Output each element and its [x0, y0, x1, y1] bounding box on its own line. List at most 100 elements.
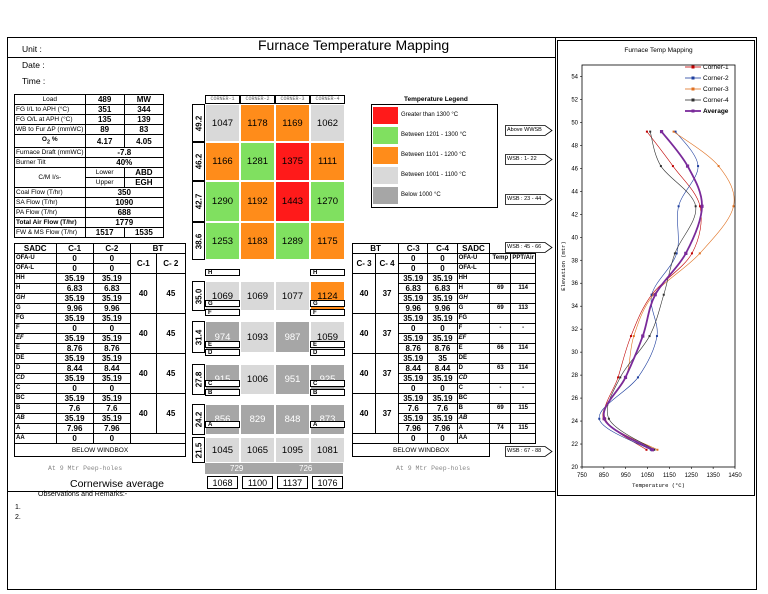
sadc-c2: 35.19: [92, 313, 131, 324]
sadc-name: EF: [456, 333, 491, 344]
sadc-c3: 35.19: [398, 353, 429, 364]
corner-header-2: CORNER-2: [240, 95, 275, 104]
peep-value-2: 726: [299, 464, 313, 473]
coal-value: 350: [84, 187, 165, 199]
elevation-label: 24.2: [192, 404, 205, 435]
sadc-c2: 35.19: [92, 413, 131, 424]
sadc-c2: 9.96: [92, 303, 131, 314]
ppt-extra: PPT/Air: [510, 253, 536, 264]
sadc-c3: 35.19: [398, 313, 429, 324]
sadc-c3: 0: [398, 323, 429, 334]
chart-title: Furnace Temp Mapping: [624, 47, 693, 54]
sadc-c3: 7.96: [398, 423, 429, 434]
sadc-header: SADC: [14, 243, 57, 254]
bt-value: 45: [155, 313, 187, 354]
sadc-c1: 0: [55, 253, 94, 264]
y-tick-label: 34: [571, 304, 578, 310]
series-point: [617, 376, 620, 379]
sadc-name: E: [14, 343, 57, 354]
ppt-extra: -: [510, 323, 536, 334]
cm-lower-value: ABD: [123, 167, 165, 179]
tilt-value: 40%: [84, 157, 165, 169]
ppt-extra: 113: [510, 303, 536, 314]
wsb-arrow-label: WSB : 23 - 44: [507, 196, 542, 202]
temp-cell: 987: [275, 321, 310, 353]
legend-item: Greater than 1300 °C: [373, 107, 493, 124]
air-value: 1779: [84, 217, 165, 229]
level-label-left: D: [205, 349, 240, 356]
chart-divider: [555, 37, 556, 590]
x-tick-label: 1150: [663, 473, 677, 479]
series-point: [694, 205, 697, 208]
wsb-arrow: WSB : 67 - 88: [505, 446, 553, 457]
ppt-extra: [510, 263, 536, 274]
sadc-c2: 8.76: [92, 343, 131, 354]
temp-cell: 1183: [240, 222, 275, 260]
parameters-table: Load 489 MW FG I/L to APH (°C) 351 344 FG O/…: [14, 94, 165, 239]
arrow-spacer: [490, 244, 511, 254]
legend-item: Between 1001 - 1100 °C: [373, 167, 493, 184]
pa-label: PA Flow (T/hr): [14, 207, 86, 219]
sadc-c4: 9.96: [427, 303, 458, 314]
legend-label: Corner-2: [703, 75, 729, 82]
sadc-name: G: [456, 303, 491, 314]
sadc-c4: 35.19: [427, 313, 458, 324]
sadc-name: AA: [456, 433, 491, 444]
chart-frame: [557, 40, 755, 496]
elevation-text: 35.0: [194, 288, 204, 304]
sadc-name: EF: [14, 333, 57, 344]
sadc-header: C-4: [427, 243, 458, 254]
corner-header-4: CORNER-4: [310, 95, 345, 104]
series-point: [732, 205, 735, 208]
sadc-name: A: [14, 423, 57, 434]
legend-item: Between 1101 - 1200 °C: [373, 147, 493, 164]
sadc-c2: 35.19: [92, 273, 131, 284]
ppt-extra: -: [510, 383, 536, 394]
sadc-c3: 0: [398, 253, 429, 264]
sadc-c3: 9.96: [398, 303, 429, 314]
sadc-c3: 6.83: [398, 283, 429, 294]
bt-value: 45: [155, 393, 187, 434]
temp-cell: 1062: [310, 104, 345, 142]
ppt-extra: [510, 313, 536, 324]
sadc-c4: 35.19: [427, 293, 458, 304]
y-tick-label: 50: [571, 120, 578, 126]
elevation-label: 35.0: [192, 281, 205, 311]
y-tick-label: 38: [571, 258, 578, 264]
fg-il-b: 344: [123, 104, 165, 115]
cornerwise-value: 1076: [312, 476, 343, 489]
sadc-name: CD: [456, 373, 491, 384]
level-label-right: B: [310, 389, 345, 396]
ppt-extra: [510, 293, 536, 304]
header-rule: [7, 57, 555, 58]
wsb-arrow: WSB : 45 - 66: [505, 242, 553, 253]
elevation-text: 21.5: [194, 442, 204, 458]
series-point: [653, 448, 656, 451]
sadc-c4: 7.6: [427, 403, 458, 414]
temp-extra: 69: [489, 403, 512, 414]
series-point: [699, 205, 702, 208]
level-label-right: D: [310, 349, 345, 356]
x-tick-label: 850: [599, 473, 610, 479]
sadc-c3: 8.44: [398, 363, 429, 374]
temp-cell: 1045: [205, 437, 240, 463]
series-point: [659, 130, 664, 134]
ppt-extra: [510, 333, 536, 344]
sadc-c3: 35.19: [398, 413, 429, 424]
coal-label: Coal Flow (T/hr): [14, 187, 86, 199]
sadc-name: C: [14, 383, 57, 394]
y-tick-label: 36: [571, 281, 578, 287]
y-tick-label: 42: [571, 212, 578, 218]
x-tick-label: 1350: [706, 473, 720, 479]
legend-label: Between 1101 - 1200 °C: [401, 152, 466, 158]
temp-cell: 1069: [240, 281, 275, 311]
cm-upper-value: EGH: [123, 177, 165, 189]
sadc-c1: 35.19: [55, 353, 94, 364]
peep-value-1: 729: [230, 464, 244, 473]
remarks-rule: [7, 491, 555, 492]
sadc-name: CD: [14, 373, 57, 384]
temp-cell: 951: [275, 364, 310, 395]
sadc-c2: 0: [92, 263, 131, 274]
y-tick-label: 52: [571, 97, 578, 103]
legend-swatch: [373, 167, 398, 184]
